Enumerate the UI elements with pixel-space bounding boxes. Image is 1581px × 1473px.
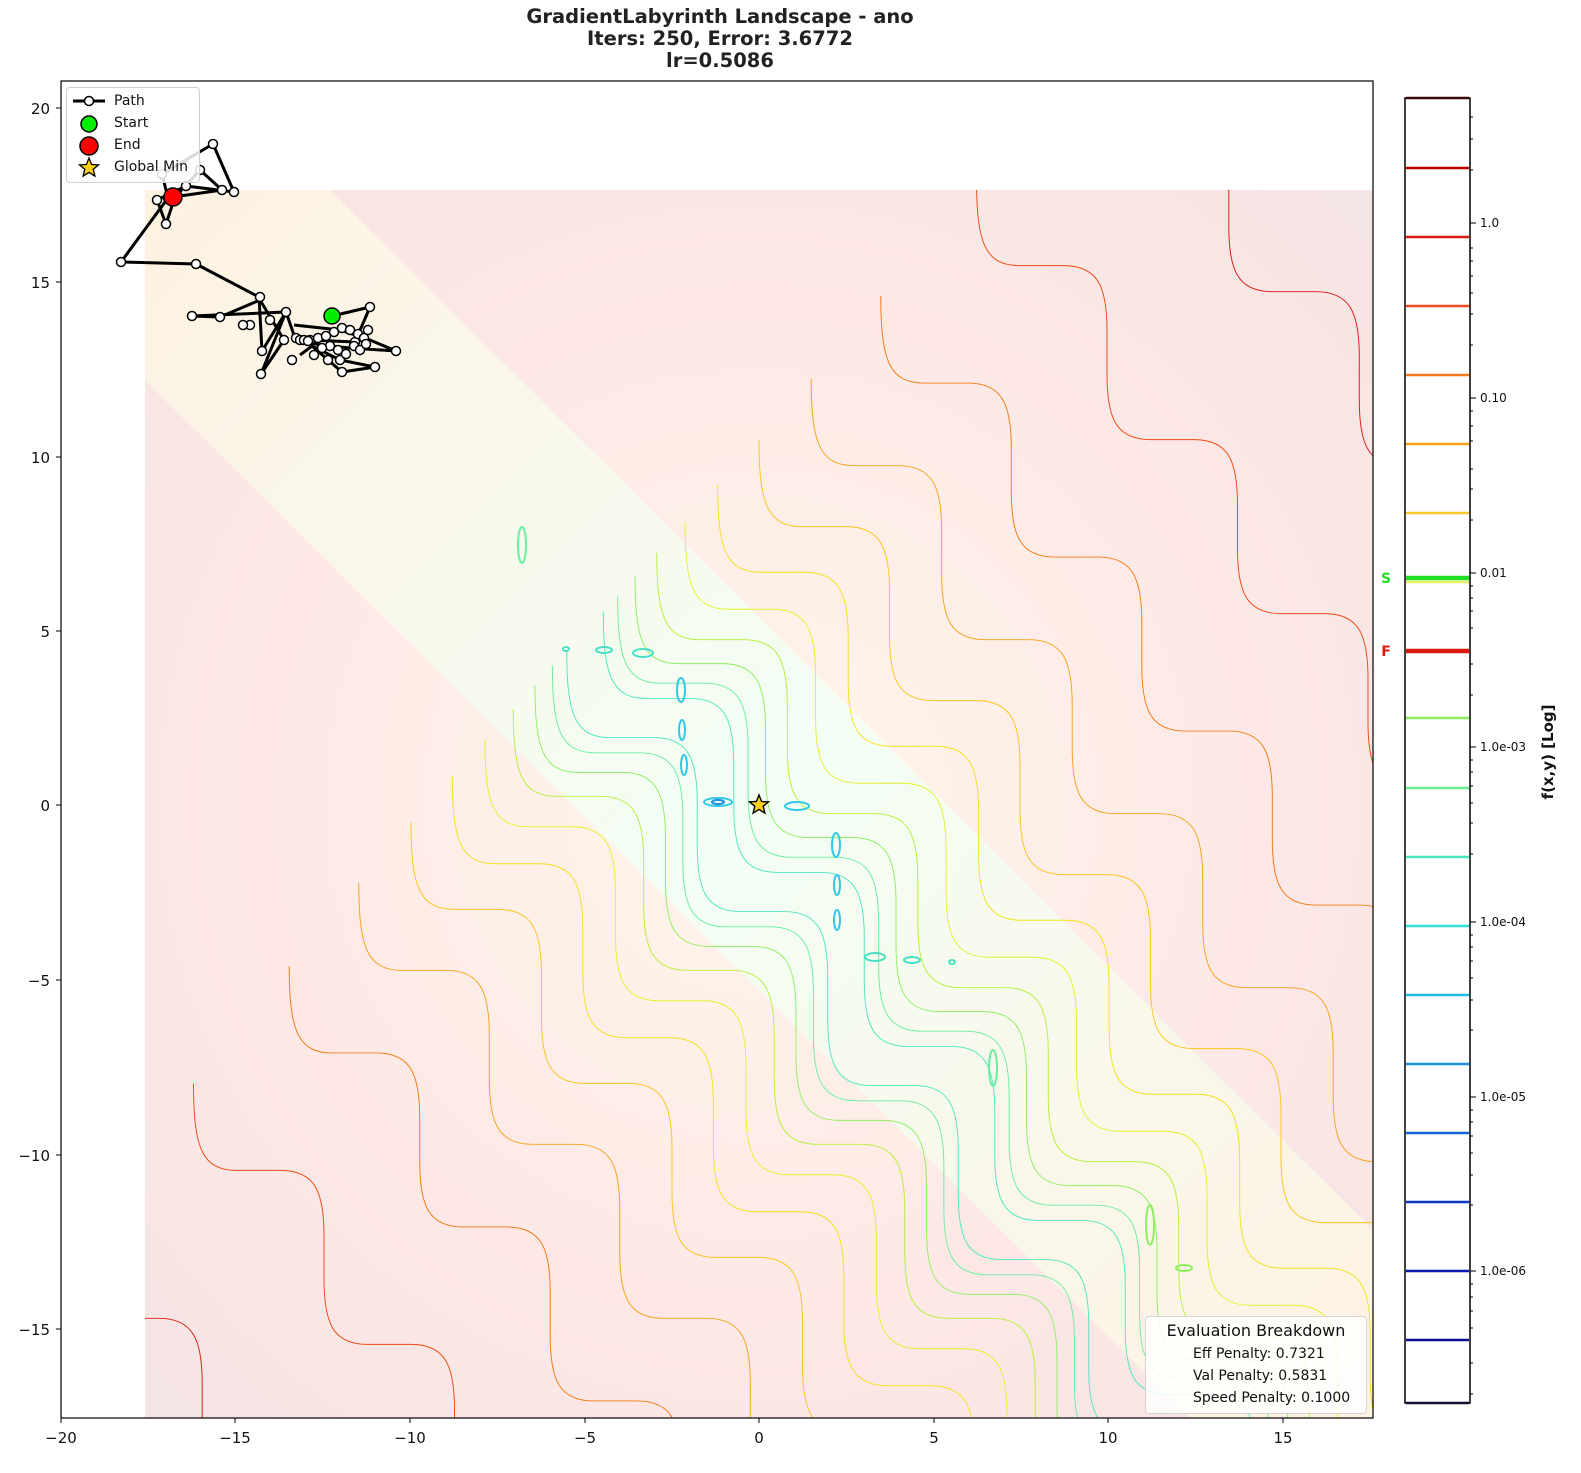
y-tick-label: 5 [40,623,50,641]
colorbar-tick-label: 1.0e-04 [1480,915,1526,929]
title-line-2: Iters: 250, Error: 3.6772 [587,27,853,50]
colorbar-label: f(x,y) [Log] [1539,704,1557,800]
y-tick-label: −5 [28,972,50,990]
colorbar-tick-label: 0.10 [1480,391,1507,405]
x-tick-label: −10 [394,1429,426,1447]
final-marker-label: F [1381,644,1391,660]
legend-item-start: Start [67,112,199,134]
x-tick-label: −20 [45,1429,77,1447]
start-marker [323,307,341,325]
colorbar-tick-label: 1.0e-03 [1480,740,1526,754]
title-line-3: lr=0.5086 [666,49,774,72]
x-tick-label: 10 [1098,1429,1117,1447]
path-line-icon [73,95,105,107]
y-axis [56,107,61,1330]
y-tick-label: 0 [40,797,50,815]
red-circle-icon [79,136,99,156]
y-tick-label: −10 [18,1147,50,1165]
star-icon [77,156,101,178]
colorbar: 1.0 0.10 0.01 1.0e-03 1.0e-04 1.0e-05 1.… [1381,96,1526,1405]
x-tick-label: 15 [1273,1429,1292,1447]
colorbar-tick-label: 1.0e-05 [1480,1090,1526,1104]
title-line-1: GradientLabyrinth Landscape - ano [526,5,914,28]
speed-penalty: Speed Penalty: 0.1000 [1193,1390,1351,1406]
path-point-markers [115,138,402,380]
legend-item-global-min: Global Min [67,156,199,178]
evaluation-title: Evaluation Breakdown [1166,1321,1346,1340]
val-penalty: Val Penalty: 0.5831 [1193,1368,1328,1384]
y-tick-label: 15 [31,274,50,292]
colorbar-tick-label: 1.0 [1480,216,1499,230]
x-tick-label: 5 [929,1429,939,1447]
evaluation-breakdown-box: Evaluation Breakdown Eff Penalty: 0.7321… [1145,1316,1367,1414]
colorbar-tick-label: 1.0e-06 [1480,1264,1526,1278]
x-tick-label: −5 [574,1429,596,1447]
eff-penalty: Eff Penalty: 0.7321 [1193,1346,1325,1362]
start-marker-label: S [1381,571,1391,587]
green-circle-icon [80,115,98,133]
end-marker [163,187,183,207]
legend-item-path: Path [67,90,199,112]
optimization-path [115,138,402,380]
x-axis [60,1418,1284,1423]
chart-title: GradientLabyrinth Landscape - ano Iters:… [0,6,1440,72]
x-tick-label: 0 [754,1429,764,1447]
x-tick-label: −15 [219,1429,251,1447]
legend: Path Start End Global Min [66,87,200,183]
global-min-star-icon [747,793,771,815]
y-tick-label: 20 [31,100,50,118]
colorbar-tick-label: 0.01 [1480,566,1507,580]
y-tick-label: −15 [18,1321,50,1339]
y-tick-label: 10 [31,449,50,467]
legend-item-end: End [67,134,199,156]
